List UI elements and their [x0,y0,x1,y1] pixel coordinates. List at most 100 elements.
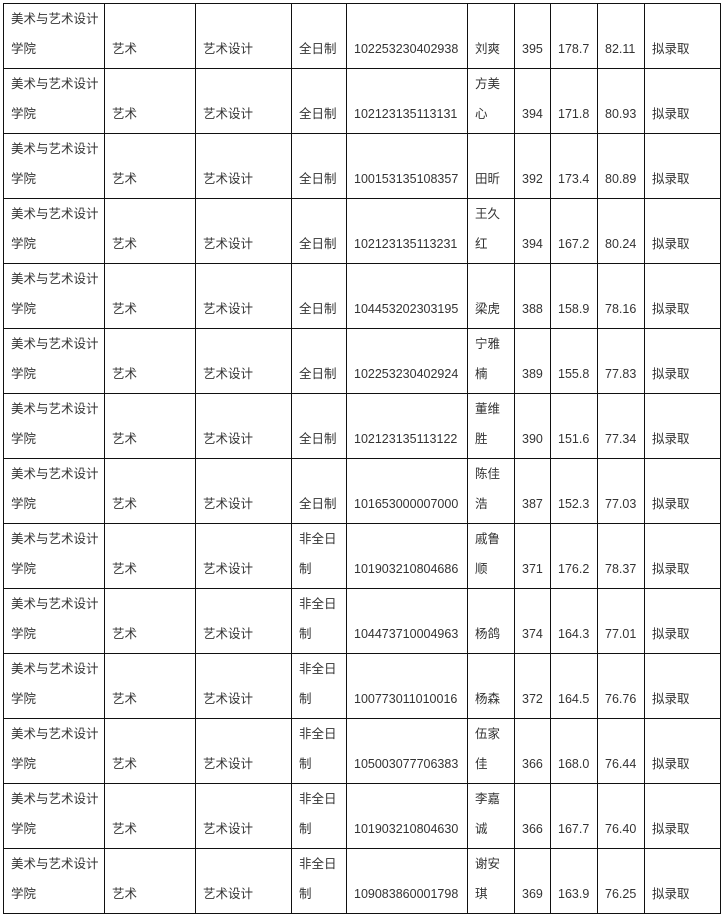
total-score-cell: 80.89 [597,133,645,199]
college-cell: 美术与艺术设计学院 [3,523,105,589]
total-score-cell: 78.16 [597,263,645,329]
total-score-cell: 80.24 [597,198,645,264]
major-cell: 艺术设计 [195,523,292,589]
total-score-cell: 76.25 [597,848,645,914]
major-cell: 艺术设计 [195,393,292,459]
result-cell: 拟录取 [644,848,721,914]
study-mode-cell: 全日制 [291,263,347,329]
retest-score-cell: 178.7 [550,3,598,69]
college-cell: 美术与艺术设计学院 [3,328,105,394]
retest-score-cell: 167.2 [550,198,598,264]
retest-score-cell: 167.7 [550,783,598,849]
college-cell: 美术与艺术设计学院 [3,848,105,914]
name-cell: 刘爽 [467,3,515,69]
category-cell: 艺术 [104,718,196,784]
initial-score-cell: 389 [514,328,551,394]
major-cell: 艺术设计 [195,68,292,134]
category-cell: 艺术 [104,263,196,329]
result-cell: 拟录取 [644,3,721,69]
initial-score-cell: 371 [514,523,551,589]
table-row: 美术与艺术设计学院 艺术 艺术设计 非全日制 104473710004963 杨鸽 374 1… [3,588,721,654]
name-cell: 杨鸽 [467,588,515,654]
result-cell: 拟录取 [644,458,721,524]
name-cell: 宁雅楠 [467,328,515,394]
retest-score-cell: 163.9 [550,848,598,914]
exam-id-cell: 102123135113231 [346,198,468,264]
admission-table: 美术与艺术设计学院 艺术 艺术设计 全日制 102253230402938 刘爽 395 17… [3,3,721,914]
initial-score-cell: 394 [514,68,551,134]
category-cell: 艺术 [104,68,196,134]
category-cell: 艺术 [104,3,196,69]
table-row: 美术与艺术设计学院 艺术 艺术设计 非全日制 109083860001798 谢安琪 369… [3,848,721,914]
study-mode-cell: 全日制 [291,198,347,264]
table-row: 美术与艺术设计学院 艺术 艺术设计 非全日制 101903210804630 李嘉诚 366… [3,783,721,849]
study-mode-cell: 全日制 [291,3,347,69]
college-cell: 美术与艺术设计学院 [3,393,105,459]
exam-id-cell: 101653000007000 [346,458,468,524]
exam-id-cell: 101903210804630 [346,783,468,849]
initial-score-cell: 366 [514,718,551,784]
retest-score-cell: 176.2 [550,523,598,589]
initial-score-cell: 369 [514,848,551,914]
name-cell: 王久红 [467,198,515,264]
major-cell: 艺术设计 [195,458,292,524]
college-cell: 美术与艺术设计学院 [3,3,105,69]
table-row: 美术与艺术设计学院 艺术 艺术设计 非全日制 101903210804686 戚鲁顺 371… [3,523,721,589]
total-score-cell: 77.83 [597,328,645,394]
major-cell: 艺术设计 [195,3,292,69]
college-cell: 美术与艺术设计学院 [3,68,105,134]
study-mode-cell: 非全日制 [291,783,347,849]
table-row: 美术与艺术设计学院 艺术 艺术设计 全日制 100153135108357 田昕 392 17… [3,133,721,199]
table-body: 美术与艺术设计学院 艺术 艺术设计 全日制 102253230402938 刘爽 395 17… [3,3,721,914]
name-cell: 伍家佳 [467,718,515,784]
college-cell: 美术与艺术设计学院 [3,653,105,719]
name-cell: 梁虎 [467,263,515,329]
exam-id-cell: 104453202303195 [346,263,468,329]
retest-score-cell: 158.9 [550,263,598,329]
retest-score-cell: 168.0 [550,718,598,784]
retest-score-cell: 164.5 [550,653,598,719]
name-cell: 戚鲁顺 [467,523,515,589]
major-cell: 艺术设计 [195,718,292,784]
name-cell: 谢安琪 [467,848,515,914]
result-cell: 拟录取 [644,523,721,589]
table-row: 美术与艺术设计学院 艺术 艺术设计 全日制 104453202303195 梁虎 388 15… [3,263,721,329]
initial-score-cell: 390 [514,393,551,459]
result-cell: 拟录取 [644,133,721,199]
category-cell: 艺术 [104,653,196,719]
category-cell: 艺术 [104,328,196,394]
exam-id-cell: 102253230402938 [346,3,468,69]
college-cell: 美术与艺术设计学院 [3,458,105,524]
exam-id-cell: 102123135113131 [346,68,468,134]
initial-score-cell: 394 [514,198,551,264]
name-cell: 杨森 [467,653,515,719]
initial-score-cell: 372 [514,653,551,719]
table-row: 美术与艺术设计学院 艺术 艺术设计 全日制 102253230402938 刘爽 395 17… [3,3,721,69]
total-score-cell: 82.11 [597,3,645,69]
college-cell: 美术与艺术设计学院 [3,783,105,849]
major-cell: 艺术设计 [195,133,292,199]
table-row: 美术与艺术设计学院 艺术 艺术设计 全日制 102123135113122 董维胜 390 1… [3,393,721,459]
exam-id-cell: 100153135108357 [346,133,468,199]
college-cell: 美术与艺术设计学院 [3,198,105,264]
study-mode-cell: 全日制 [291,328,347,394]
college-cell: 美术与艺术设计学院 [3,133,105,199]
exam-id-cell: 105003077706383 [346,718,468,784]
major-cell: 艺术设计 [195,328,292,394]
study-mode-cell: 全日制 [291,458,347,524]
category-cell: 艺术 [104,393,196,459]
retest-score-cell: 152.3 [550,458,598,524]
table-row: 美术与艺术设计学院 艺术 艺术设计 全日制 101653000007000 陈佳浩 387 1… [3,458,721,524]
exam-id-cell: 104473710004963 [346,588,468,654]
result-cell: 拟录取 [644,263,721,329]
result-cell: 拟录取 [644,588,721,654]
college-cell: 美术与艺术设计学院 [3,718,105,784]
study-mode-cell: 非全日制 [291,718,347,784]
result-cell: 拟录取 [644,783,721,849]
major-cell: 艺术设计 [195,263,292,329]
total-score-cell: 78.37 [597,523,645,589]
result-cell: 拟录取 [644,718,721,784]
table-row: 美术与艺术设计学院 艺术 艺术设计 全日制 102123135113231 王久红 394 1… [3,198,721,264]
name-cell: 方美心 [467,68,515,134]
category-cell: 艺术 [104,458,196,524]
